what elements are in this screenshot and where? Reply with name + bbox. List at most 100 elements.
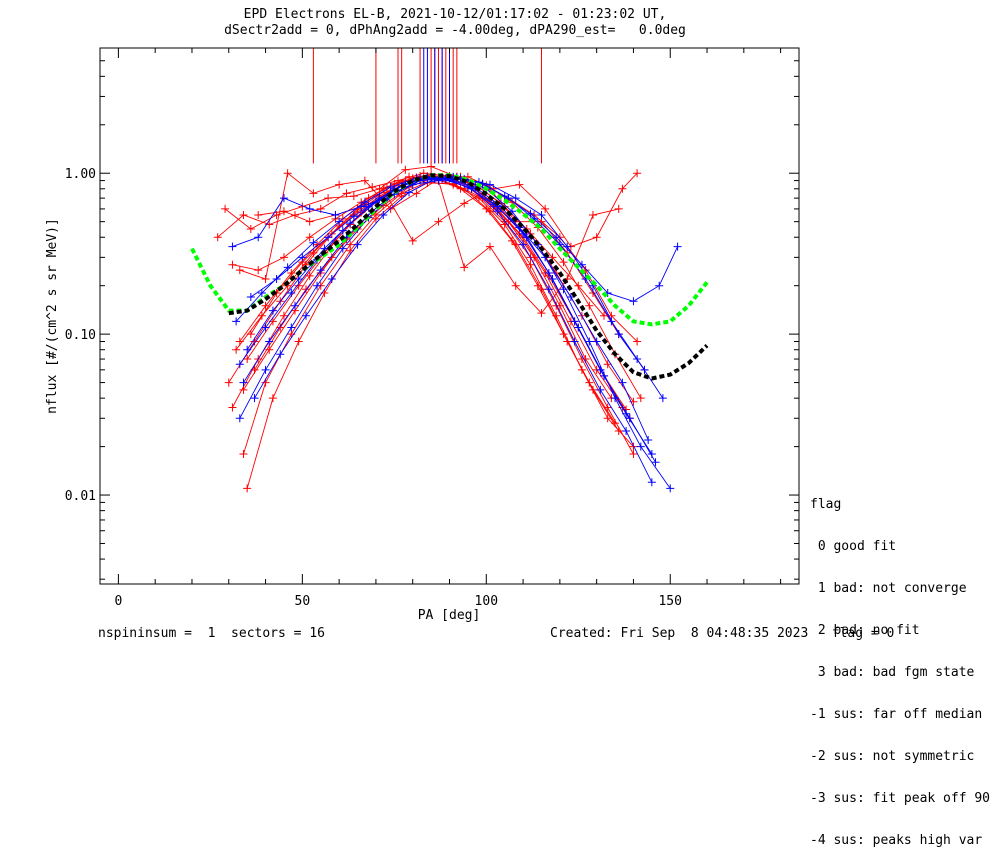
data-point xyxy=(588,210,597,219)
chart-title-line-2: dSectr2add = 0, dPhAng2add = -4.00deg, d… xyxy=(224,23,686,38)
series-red xyxy=(239,174,634,423)
data-point xyxy=(254,233,263,242)
data-point xyxy=(232,317,241,326)
data-point xyxy=(243,484,252,493)
data-point xyxy=(412,189,421,198)
data-point xyxy=(360,198,369,207)
series-line xyxy=(217,172,605,317)
data-point xyxy=(302,311,311,320)
data-point xyxy=(298,253,307,262)
data-point xyxy=(673,242,682,251)
series-line xyxy=(239,172,638,280)
x-tick-label: 100 xyxy=(475,594,498,609)
data-point xyxy=(235,337,244,346)
data-point xyxy=(313,281,322,290)
data-point xyxy=(235,414,244,423)
data-point xyxy=(508,236,517,245)
data-point xyxy=(294,337,303,346)
data-point xyxy=(224,378,233,387)
data-point xyxy=(276,350,285,359)
data-point xyxy=(346,219,355,228)
data-point xyxy=(221,204,230,213)
data-point xyxy=(305,217,314,226)
data-point xyxy=(596,365,605,374)
data-point xyxy=(570,317,579,326)
data-point xyxy=(537,210,546,219)
data-point xyxy=(338,244,347,253)
data-point xyxy=(559,330,568,339)
data-point xyxy=(618,184,627,193)
data-point xyxy=(246,330,255,339)
data-point xyxy=(239,378,248,387)
flag-legend-entry: 1 bad: not converge xyxy=(810,581,967,596)
data-point xyxy=(666,484,675,493)
series-line xyxy=(254,177,671,489)
data-point xyxy=(577,260,586,269)
data-point xyxy=(651,458,660,467)
data-point xyxy=(588,385,597,394)
series-line xyxy=(243,177,656,463)
data-point xyxy=(254,210,263,219)
data-point xyxy=(228,260,237,269)
data-point xyxy=(335,180,344,189)
x-tick-label: 0 xyxy=(114,594,122,609)
flag-legend-entry: -3 sus: fit peak off 90 xyxy=(810,791,991,806)
data-point xyxy=(544,285,553,294)
data-point xyxy=(408,236,417,245)
data-point xyxy=(250,394,259,403)
data-point xyxy=(633,337,642,346)
data-point xyxy=(235,266,244,275)
data-point xyxy=(570,337,579,346)
data-point xyxy=(349,192,358,201)
x-axis-label: PA [deg] xyxy=(418,608,481,623)
data-point xyxy=(460,263,469,272)
flag-legend-entry: -2 sus: not symmetric xyxy=(810,749,975,764)
data-point xyxy=(533,281,542,290)
data-point xyxy=(246,225,255,234)
data-point xyxy=(232,345,241,354)
data-point xyxy=(302,285,311,294)
data-point xyxy=(353,240,362,249)
series-layer xyxy=(213,162,682,493)
data-point xyxy=(427,162,436,171)
data-point xyxy=(228,242,237,251)
data-point xyxy=(276,323,285,332)
data-point xyxy=(279,207,288,216)
series-blue xyxy=(235,174,656,458)
data-point xyxy=(633,169,642,178)
data-point xyxy=(485,242,494,251)
data-point xyxy=(537,309,546,318)
data-point xyxy=(574,281,583,290)
data-point xyxy=(305,204,314,213)
data-point xyxy=(228,403,237,412)
flag-legend-entry: 3 bad: bad fgm state xyxy=(810,665,975,680)
data-point xyxy=(265,337,274,346)
data-point xyxy=(633,355,642,364)
data-point xyxy=(658,394,667,403)
data-point xyxy=(309,238,318,247)
y-axis-label: nflux [#/(cm^2 s sr MeV)] xyxy=(45,218,60,414)
data-point xyxy=(294,275,303,284)
data-point xyxy=(305,233,314,242)
data-point xyxy=(261,365,270,374)
data-point xyxy=(305,271,314,280)
data-point xyxy=(585,301,594,310)
data-point xyxy=(316,266,325,275)
data-point xyxy=(261,323,270,332)
y-tick-label: 0.01 xyxy=(65,489,96,504)
data-point xyxy=(647,478,656,487)
data-point xyxy=(283,169,292,178)
data-point xyxy=(401,165,410,174)
peak-lines xyxy=(312,48,542,164)
series-line xyxy=(224,166,612,399)
data-point xyxy=(456,184,465,193)
flag-legend-entry: 0 good fit xyxy=(810,539,897,554)
data-point xyxy=(607,317,616,326)
data-point xyxy=(239,385,248,394)
data-point xyxy=(585,378,594,387)
data-point xyxy=(559,285,568,294)
flag-legend-entry: -4 sus: peaks high var xyxy=(810,833,983,848)
data-point xyxy=(592,233,601,242)
data-point xyxy=(622,409,631,418)
data-point xyxy=(519,229,528,238)
